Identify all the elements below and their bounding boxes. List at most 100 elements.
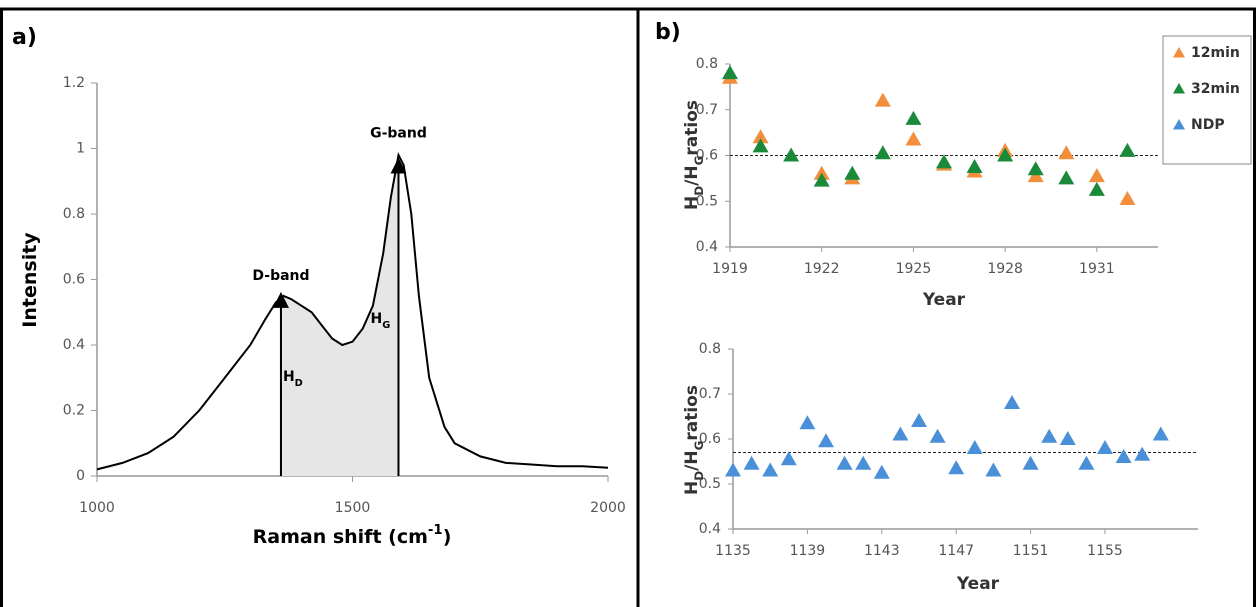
label-part: Raman shift (cm <box>253 526 428 548</box>
y-tick-label: 0.5 <box>699 476 721 492</box>
data-point <box>752 129 769 144</box>
data-point <box>892 426 909 441</box>
data-point <box>855 455 872 470</box>
data-point <box>929 428 946 443</box>
label-part: Intensity <box>19 232 41 328</box>
label-part: G <box>692 441 706 451</box>
label-part: G <box>382 319 390 330</box>
data-point <box>780 451 797 466</box>
legend-label: NDP <box>1191 117 1225 133</box>
legend-label: 12min <box>1191 45 1240 61</box>
x-tick-label: 1928 <box>987 261 1023 277</box>
label-part: Year <box>956 574 1000 594</box>
data-point <box>1115 449 1132 463</box>
x-axis-title: Year <box>956 574 1000 594</box>
legend-marker <box>1173 119 1185 130</box>
data-point <box>966 440 983 454</box>
data-point <box>1059 431 1076 445</box>
label-part: /H <box>682 450 702 470</box>
label-part: H <box>682 196 702 210</box>
y-tick-label: 0.8 <box>63 206 85 222</box>
label-part: D <box>295 377 303 388</box>
data-point <box>1152 426 1169 441</box>
data-point <box>1119 142 1136 157</box>
y-axis-title: HD/HGratios <box>682 100 706 210</box>
shaded-area <box>280 155 399 477</box>
data-point <box>1041 428 1058 443</box>
panel-label: a) <box>12 25 37 50</box>
data-point <box>743 455 760 470</box>
y-tick-label: 0.8 <box>696 56 718 72</box>
y-tick-label: 0.6 <box>699 431 721 447</box>
x-tick-label: 1135 <box>715 543 751 559</box>
peak-label: D-band <box>252 268 309 284</box>
x-axis-title: Raman shift (cm-1) <box>253 523 452 548</box>
legend-label: 32min <box>1191 81 1240 97</box>
panel-label: b) <box>655 20 681 45</box>
data-point <box>818 433 834 448</box>
data-point <box>762 462 779 477</box>
label-part: D <box>692 186 706 196</box>
data-point <box>966 158 983 173</box>
x-axis-title: Year <box>922 290 966 310</box>
label-part: ratios <box>682 385 702 441</box>
data-point <box>1097 440 1113 454</box>
x-tick-label: 1143 <box>864 543 900 559</box>
y-tick-label: 0.5 <box>696 193 718 209</box>
data-point <box>1134 446 1151 461</box>
label-part: ratios <box>682 100 702 156</box>
y-tick-label: 1.2 <box>63 75 85 91</box>
data-point <box>905 131 922 146</box>
data-point <box>1027 161 1044 176</box>
data-point <box>874 92 891 107</box>
y-tick-label: 0.4 <box>699 521 721 537</box>
y-tick-label: 0.6 <box>696 148 718 164</box>
x-tick-label: 1147 <box>938 543 974 559</box>
label-part: H <box>370 311 382 327</box>
label-part: G <box>692 156 706 166</box>
y-tick-label: 0.8 <box>699 341 721 357</box>
x-tick-label: 1155 <box>1087 543 1123 559</box>
label-part: D <box>692 471 706 481</box>
data-point <box>874 145 891 160</box>
data-point <box>1088 181 1105 196</box>
x-tick-label: 1000 <box>79 500 115 516</box>
data-point <box>1119 190 1136 205</box>
y-tick-label: 0.7 <box>696 102 718 118</box>
x-tick-label: 1500 <box>335 500 371 516</box>
data-point <box>725 462 741 477</box>
data-point <box>1004 395 1020 409</box>
y-axis-title: Intensity <box>19 232 41 328</box>
y-tick-label: 1 <box>76 141 85 157</box>
data-point <box>752 138 769 153</box>
data-point <box>813 172 830 187</box>
peak-label: G-band <box>370 126 427 142</box>
peak-height-label: HG <box>370 311 390 331</box>
label-part: /H <box>682 165 702 185</box>
data-point <box>722 65 738 80</box>
data-point <box>936 154 952 169</box>
peak-height-label: HD <box>283 369 303 389</box>
data-point <box>836 455 853 470</box>
x-tick-label: 1925 <box>896 261 932 277</box>
label-part: H <box>682 481 702 495</box>
data-point <box>873 464 890 479</box>
x-tick-label: 1919 <box>712 261 748 277</box>
data-point <box>997 147 1014 162</box>
spectrum-line <box>96 152 609 471</box>
legend-marker <box>1173 83 1185 94</box>
y-tick-label: 0.7 <box>699 386 721 402</box>
data-point <box>985 462 1002 477</box>
label-part: H <box>283 369 295 385</box>
x-tick-label: 1922 <box>804 261 840 277</box>
data-point <box>1022 455 1039 470</box>
legend-marker <box>1173 47 1185 58</box>
data-point <box>844 165 861 180</box>
data-point <box>1058 145 1075 160</box>
data-point <box>1058 170 1075 185</box>
label-part: Year <box>922 290 966 310</box>
x-tick-label: 1151 <box>1013 543 1049 559</box>
y-axis-title: HD/HGratios <box>682 385 706 495</box>
label-part: -1 <box>428 523 443 538</box>
